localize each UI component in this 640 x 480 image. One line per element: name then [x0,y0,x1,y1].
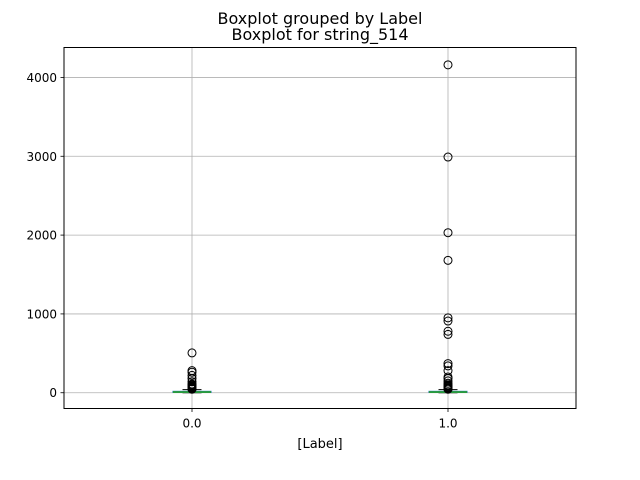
y-tick-label: 2000 [26,229,57,243]
chart-title: Boxplot for string_514 [231,25,408,45]
y-tick-label: 4000 [26,71,57,85]
flier-point [443,329,453,339]
flier-point [443,376,453,386]
x-axis-label: [Label] [297,437,342,452]
flier-point [443,378,453,388]
flier-point [443,255,453,265]
y-axis-ticks: 0 1000 2000 3000 4000 [26,71,64,400]
y-tick-label: 3000 [26,150,57,164]
flier-point [443,313,453,323]
boxes [172,389,468,394]
flier-point [187,348,197,358]
y-tick-label: 1000 [26,307,57,321]
plot-area-frame [63,47,577,409]
grid-lines [64,47,576,409]
x-tick-label: 1.0 [438,417,457,431]
flier-point [443,152,453,162]
flier-point [187,366,197,376]
x-tick-label: 0.0 [182,417,201,431]
flier-point [187,377,197,387]
chart-suptitle: Boxplot grouped by Label [218,9,423,28]
flier-point [443,228,453,238]
flier-point [443,316,453,326]
flier-point [443,366,453,376]
flier-point [443,361,453,371]
flier-point [443,372,453,382]
flier-point [443,359,453,369]
y-tick-label: 0 [49,386,57,400]
flier-point [187,379,197,389]
flier-point [443,326,453,336]
flier-point [187,370,197,380]
flier-point [443,60,453,70]
flier-points [187,60,453,394]
x-axis-ticks: 0.0 1.0 [182,408,458,431]
